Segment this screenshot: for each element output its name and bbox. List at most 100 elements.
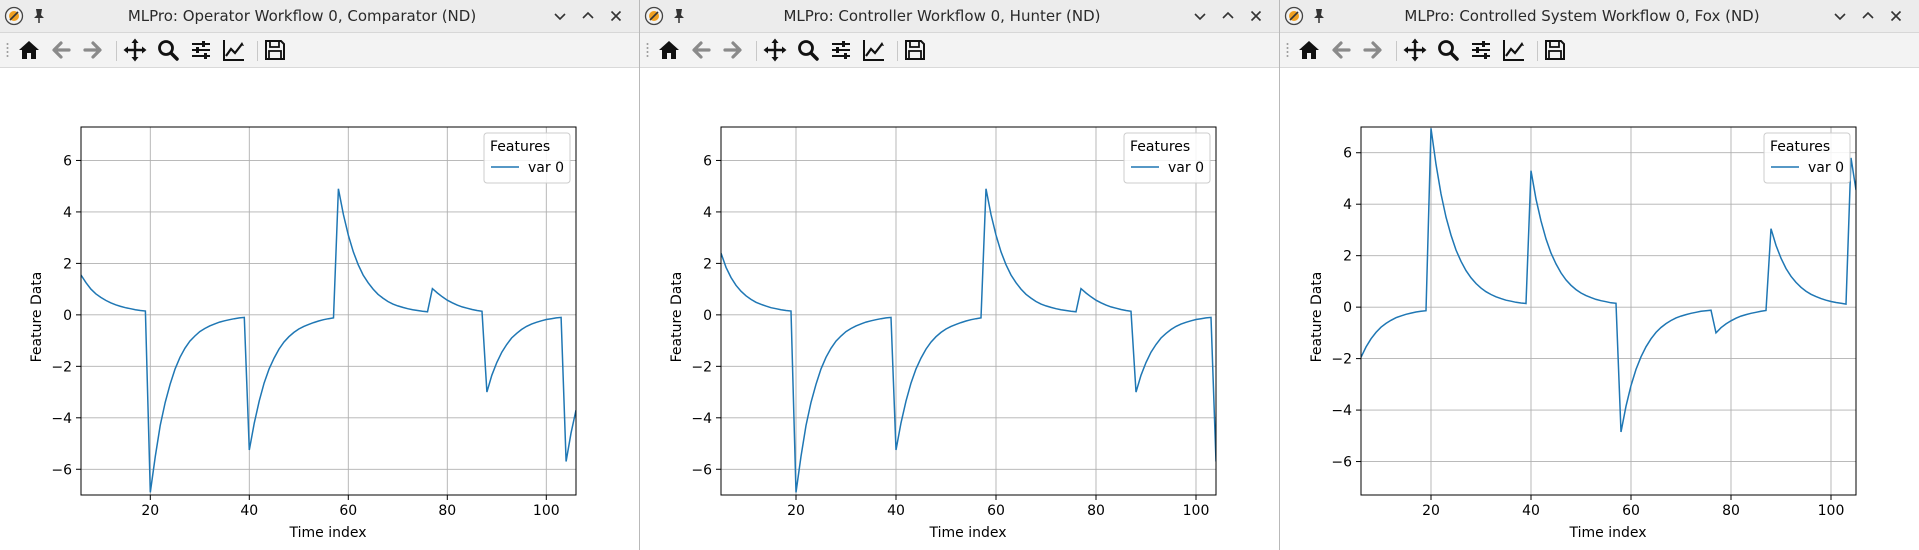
toolbar-separator	[116, 41, 117, 61]
minimize-icon[interactable]	[1192, 8, 1208, 24]
figure-window-controlled-system: MLPro: Controlled System Workflow 0, Fox…	[1280, 0, 1919, 550]
configure-subplots-icon	[192, 41, 210, 59]
toolbar-grip	[1286, 43, 1289, 57]
y-tick-label: 2	[703, 256, 712, 272]
save-button[interactable]	[262, 37, 288, 63]
home-button[interactable]	[1296, 37, 1322, 63]
pan-button[interactable]	[1402, 37, 1428, 63]
close-icon[interactable]	[1888, 8, 1904, 24]
save-floppy-icon	[905, 40, 925, 60]
line-chart[interactable]: Time index Feature Data 20 40 60 80 100−6−4−…	[0, 68, 640, 550]
y-tick-label: 6	[703, 153, 712, 169]
configure-subplots-button[interactable]	[188, 37, 214, 63]
line-chart[interactable]: Time index Feature Data 20 40 60 80 100−6−4−…	[640, 68, 1280, 550]
y-tick-label: −2	[1331, 352, 1352, 368]
forward-arrow-icon	[1363, 41, 1382, 59]
back-button[interactable]	[688, 37, 714, 63]
home-button[interactable]	[656, 37, 682, 63]
x-tick-label: 100	[1183, 503, 1210, 519]
y-tick-label: 4	[703, 205, 712, 221]
y-axis-label: Feature Data	[1309, 272, 1325, 363]
back-button[interactable]	[1328, 37, 1354, 63]
home-icon	[19, 41, 39, 59]
configure-subplots-button[interactable]	[1468, 37, 1494, 63]
home-button[interactable]	[16, 37, 42, 63]
legend-box	[483, 132, 571, 184]
y-axis-label: Feature Data	[29, 272, 45, 363]
zoom-magnifier-icon	[1438, 40, 1459, 61]
series-line	[721, 188, 1216, 493]
y-tick-label: 0	[703, 308, 712, 324]
axes-frame	[720, 126, 1217, 496]
forward-button[interactable]	[1360, 37, 1386, 63]
edit-axes-icon	[223, 40, 244, 61]
x-tick-label: 80	[1722, 503, 1740, 519]
window-title: MLPro: Controller Workflow 0, Hunter (ND…	[783, 7, 1101, 25]
close-icon[interactable]	[608, 8, 624, 24]
back-button[interactable]	[48, 37, 74, 63]
y-tick-label: 6	[1343, 146, 1352, 162]
line-chart[interactable]: Time index Feature Data 20 40 60 80 100−6−4−…	[1280, 68, 1919, 550]
zoom-button[interactable]	[795, 37, 821, 63]
title-bar[interactable]: MLPro: Operator Workflow 0, Comparator (…	[0, 0, 640, 33]
x-tick-label: 20	[787, 503, 805, 519]
zoom-button[interactable]	[155, 37, 181, 63]
close-icon[interactable]	[1248, 8, 1264, 24]
x-tick-label: 60	[339, 503, 357, 519]
legend-box	[1763, 132, 1851, 184]
y-tick-label: −4	[51, 411, 72, 427]
pan-button[interactable]	[762, 37, 788, 63]
forward-button[interactable]	[720, 37, 746, 63]
pin-icon[interactable]	[32, 8, 46, 24]
minimize-icon[interactable]	[552, 8, 568, 24]
forward-arrow-icon	[83, 41, 102, 59]
plot-area	[1361, 127, 1856, 495]
x-tick-label: 60	[1622, 503, 1640, 519]
configure-subplots-icon	[832, 41, 850, 59]
configure-subplots-button[interactable]	[828, 37, 854, 63]
x-tick-label: 80	[438, 503, 456, 519]
edit-axes-button[interactable]	[1501, 37, 1527, 63]
save-button[interactable]	[1542, 37, 1568, 63]
window-title: MLPro: Operator Workflow 0, Comparator (…	[127, 7, 477, 25]
y-tick-label: −6	[691, 462, 712, 478]
forward-button[interactable]	[80, 37, 106, 63]
y-tick-label: 0	[63, 308, 72, 324]
pan-move-icon	[763, 38, 787, 62]
x-tick-label: 20	[1422, 503, 1440, 519]
maximize-icon[interactable]	[1860, 8, 1876, 24]
y-tick-label: −4	[1331, 403, 1352, 419]
edit-axes-button[interactable]	[861, 37, 887, 63]
x-tick-label: 100	[533, 503, 560, 519]
pan-move-icon	[123, 38, 147, 62]
y-axis-label: Feature Data	[669, 272, 685, 363]
navigation-toolbar	[0, 33, 640, 68]
pan-move-icon	[1403, 38, 1427, 62]
minimize-icon[interactable]	[1832, 8, 1848, 24]
title-bar[interactable]: MLPro: Controller Workflow 0, Hunter (ND…	[640, 0, 1280, 33]
zoom-magnifier-icon	[158, 40, 179, 61]
maximize-icon[interactable]	[1220, 8, 1236, 24]
toolbar-separator	[897, 41, 898, 61]
x-tick-label: 40	[1522, 503, 1540, 519]
back-arrow-icon	[52, 41, 71, 59]
y-tick-label: −2	[691, 359, 712, 375]
pan-button[interactable]	[122, 37, 148, 63]
app-icon	[4, 6, 24, 26]
legend-entry: var 0	[528, 160, 564, 176]
save-button[interactable]	[902, 37, 928, 63]
pin-icon[interactable]	[672, 8, 686, 24]
x-tick-label: 40	[887, 503, 905, 519]
edit-axes-button[interactable]	[221, 37, 247, 63]
title-bar[interactable]: MLPro: Controlled System Workflow 0, Fox…	[1280, 0, 1919, 33]
forward-arrow-icon	[723, 41, 742, 59]
x-tick-label: 100	[1818, 503, 1845, 519]
plot-area	[721, 127, 1216, 495]
x-tick-label: 60	[987, 503, 1005, 519]
x-tick-label: 40	[240, 503, 258, 519]
zoom-button[interactable]	[1435, 37, 1461, 63]
pin-icon[interactable]	[1312, 8, 1326, 24]
y-tick-label: 4	[63, 205, 72, 221]
maximize-icon[interactable]	[580, 8, 596, 24]
y-tick-label: 0	[1343, 300, 1352, 316]
